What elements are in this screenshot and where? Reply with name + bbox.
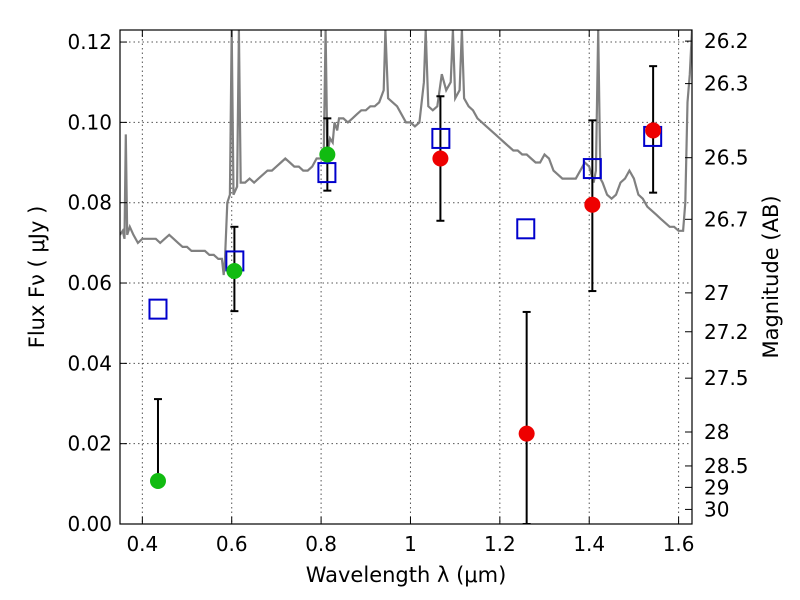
red-point bbox=[432, 150, 449, 167]
y2-tick-label: 27.2 bbox=[704, 320, 749, 344]
plot-frame bbox=[119, 29, 693, 525]
model-spectrum-line bbox=[120, 30, 692, 276]
y-tick-label: 0.06 bbox=[67, 271, 112, 295]
y2-tick-label: 26.3 bbox=[704, 72, 749, 96]
model-box bbox=[317, 162, 337, 184]
y-tick-label: 0.00 bbox=[67, 512, 112, 536]
y2-tick-label: 26.2 bbox=[704, 29, 749, 53]
y2-tick-label: 26.5 bbox=[704, 146, 749, 170]
y2-tick-label: 29 bbox=[704, 475, 729, 499]
x-tick-label: 0.4 bbox=[126, 532, 158, 556]
y-tick-label: 0.04 bbox=[67, 351, 112, 375]
red-point bbox=[518, 425, 535, 442]
y-tick-label: 0.02 bbox=[67, 432, 112, 456]
model-box bbox=[516, 218, 536, 240]
y2-tick-label: 27.5 bbox=[704, 366, 749, 390]
x-tick-label: 0.8 bbox=[305, 532, 337, 556]
y2-tick-label: 28.5 bbox=[704, 454, 749, 478]
y2-tick-label: 26.7 bbox=[704, 207, 749, 231]
green-point bbox=[226, 262, 243, 279]
green-point bbox=[149, 473, 166, 490]
y2-tick-label: 30 bbox=[704, 497, 729, 521]
green-point bbox=[319, 146, 336, 163]
y-tick-label: 0.10 bbox=[67, 110, 112, 134]
x-tick-label: 1.4 bbox=[573, 532, 605, 556]
y2-axis-title: Magnitude (AB) bbox=[759, 195, 783, 358]
y-tick-label: 0.12 bbox=[67, 30, 112, 54]
tick-labels: 0.4 0.6 0.8 1 1.2 1.4 1.6 0.00 0.02 0.04 0.06 0.08 0… bbox=[67, 29, 748, 556]
model-box bbox=[582, 158, 602, 180]
grid bbox=[120, 30, 692, 525]
x-tick-label: 0.6 bbox=[216, 532, 248, 556]
y2-tick-label: 27 bbox=[704, 281, 729, 305]
y-tick-label: 0.08 bbox=[67, 191, 112, 215]
observed-points bbox=[149, 122, 662, 490]
red-point bbox=[584, 196, 601, 213]
x-tick-label: 1.6 bbox=[663, 532, 695, 556]
model-box bbox=[431, 127, 451, 149]
red-point bbox=[645, 122, 662, 139]
plot-area bbox=[120, 30, 692, 524]
x-tick-label: 1 bbox=[404, 532, 417, 556]
y2-tick-label: 28 bbox=[704, 420, 729, 444]
model-box bbox=[148, 298, 168, 320]
axis-ticks bbox=[120, 30, 692, 525]
x-tick-label: 1.2 bbox=[484, 532, 516, 556]
x-axis-title: Wavelength λ (μm) bbox=[306, 563, 507, 587]
y-axis-title: Flux Fν ( μJy ) bbox=[25, 206, 49, 349]
